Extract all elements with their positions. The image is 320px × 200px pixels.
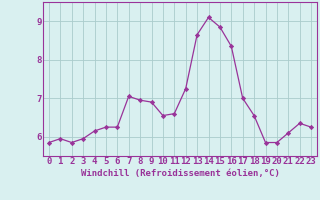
X-axis label: Windchill (Refroidissement éolien,°C): Windchill (Refroidissement éolien,°C) — [81, 169, 279, 178]
